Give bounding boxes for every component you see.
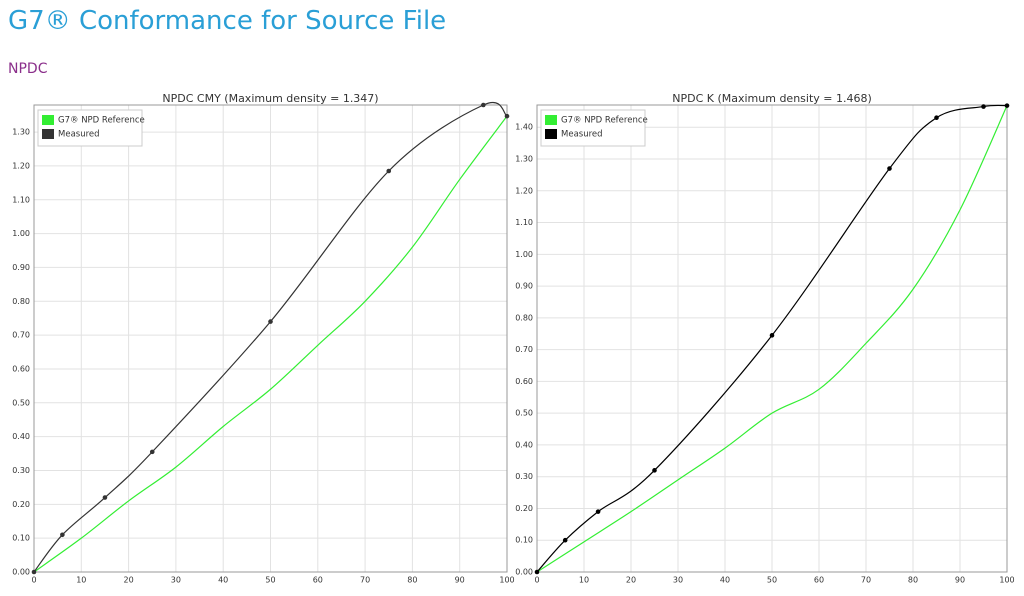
y-tick-label: 0.00	[515, 568, 533, 577]
chart-title: NPDC K (Maximum density = 1.468)	[672, 92, 872, 105]
y-tick-label: 0.50	[515, 409, 533, 418]
point	[481, 102, 486, 108]
y-tick-label: 0.90	[515, 282, 533, 291]
y-tick-label: 0.30	[12, 466, 30, 475]
y-tick-label: 0.70	[515, 345, 533, 354]
x-tick-label: 40	[720, 576, 730, 585]
y-tick-label: 0.80	[12, 297, 30, 306]
y-tick-label: 1.40	[515, 123, 533, 132]
point	[981, 104, 986, 109]
x-tick-label: 80	[908, 576, 918, 585]
point	[149, 449, 155, 455]
x-tick-label: 60	[814, 576, 824, 585]
y-tick-label: 1.20	[515, 186, 533, 195]
y-tick-label: 0.70	[12, 331, 30, 340]
x-tick-label: 60	[313, 576, 323, 585]
point	[102, 495, 108, 500]
section-label: NPDC	[8, 61, 48, 77]
y-tick-label: 0.40	[515, 440, 533, 449]
y-tick-label: 1.30	[12, 128, 30, 137]
legend-swatch	[42, 115, 54, 125]
y-tick-label: 0.10	[515, 536, 533, 545]
point	[769, 333, 775, 338]
point	[887, 166, 892, 171]
legend-swatch	[545, 129, 557, 139]
x-tick-label: 100	[499, 576, 514, 585]
plot-frame	[33, 104, 508, 573]
point	[652, 468, 657, 473]
point	[534, 569, 540, 575]
x-tick-label: 40	[218, 576, 228, 585]
x-tick-label: 100	[999, 576, 1014, 585]
y-tick-label: 0.30	[515, 472, 533, 481]
x-tick-label: 30	[673, 576, 683, 585]
y-tick-label: 0.40	[12, 432, 30, 441]
point	[60, 532, 65, 538]
y-tick-label: 1.10	[515, 218, 533, 227]
y-tick-label: 0.50	[12, 398, 30, 407]
legend-box	[540, 109, 646, 147]
legend-label: Measured	[58, 130, 100, 140]
y-tick-label: 1.20	[12, 161, 30, 170]
y-tick-label: 0.90	[12, 263, 30, 272]
x-tick-label: 10	[76, 576, 86, 585]
x-tick-label: 20	[626, 576, 636, 585]
x-tick-label: 90	[455, 576, 465, 585]
x-tick-label: 20	[124, 576, 134, 585]
point	[562, 537, 568, 543]
y-tick-label: 0.20	[515, 504, 533, 513]
legend-label: G7® NPD Reference	[561, 116, 648, 126]
chart-title: NPDC CMY (Maximum density = 1.347)	[162, 92, 378, 105]
y-tick-label: 0.60	[12, 364, 30, 373]
x-tick-label: 30	[171, 576, 181, 585]
x-tick-label: 70	[360, 576, 370, 585]
point	[1004, 103, 1010, 108]
y-tick-label: 1.30	[515, 155, 533, 164]
x-tick-label: 50	[265, 576, 275, 585]
legend-label: Measured	[561, 130, 603, 140]
line	[33, 115, 508, 573]
legend-swatch	[42, 129, 54, 139]
y-tick-label: 0.00	[12, 568, 30, 577]
y-tick-label: 1.00	[12, 229, 30, 238]
point	[31, 569, 37, 575]
legend-swatch	[545, 115, 557, 125]
legend-label: G7® NPD Reference	[58, 116, 145, 126]
plot-frame	[536, 104, 1008, 573]
line	[33, 102, 508, 573]
x-tick-label: 70	[861, 576, 871, 585]
x-tick-label: 10	[579, 576, 589, 585]
x-tick-label: 90	[955, 576, 965, 585]
x-tick-label: 0	[31, 576, 36, 585]
y-tick-label: 0.80	[515, 313, 533, 322]
y-tick-label: 1.10	[12, 195, 30, 204]
x-tick-label: 0	[534, 576, 539, 585]
y-tick-label: 0.10	[12, 534, 30, 543]
x-tick-label: 80	[407, 576, 417, 585]
point	[595, 509, 601, 514]
line	[536, 105, 1008, 573]
y-tick-label: 0.20	[12, 500, 30, 509]
x-tick-label: 50	[767, 576, 777, 585]
point	[934, 115, 939, 121]
page-title: G7® Conformance for Source File	[8, 6, 447, 36]
point	[386, 168, 392, 174]
legend-box	[37, 109, 143, 147]
y-tick-label: 0.60	[515, 377, 533, 386]
point	[268, 319, 273, 324]
y-tick-label: 1.00	[515, 250, 533, 259]
point	[504, 113, 510, 119]
